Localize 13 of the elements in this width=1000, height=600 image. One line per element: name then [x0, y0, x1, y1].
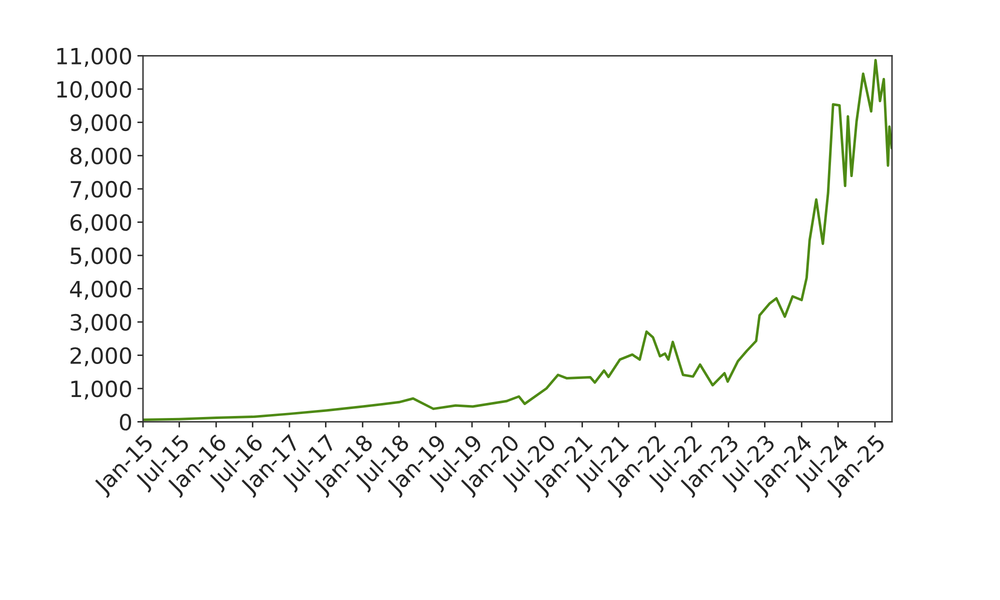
y-tick-label: 7,000: [70, 180, 132, 200]
y-tick-label: 0: [120, 414, 132, 431]
line-series: [143, 58, 892, 422]
y-tick-label: 9,000: [70, 114, 132, 134]
y-tick-label: 1,000: [71, 380, 132, 400]
y-tick-label: 4,000: [70, 280, 132, 300]
y-tick-label: 10,000: [57, 81, 132, 100]
y-tick-label: 5,000: [70, 247, 132, 266]
y-tick-label: 2,000: [70, 347, 132, 366]
y-tick-label: 6,000: [70, 214, 132, 234]
y-tick-label: 8,000: [70, 148, 132, 167]
y-tick-label: 11,000: [57, 48, 132, 67]
y-tick-label: 3,000: [70, 314, 132, 334]
